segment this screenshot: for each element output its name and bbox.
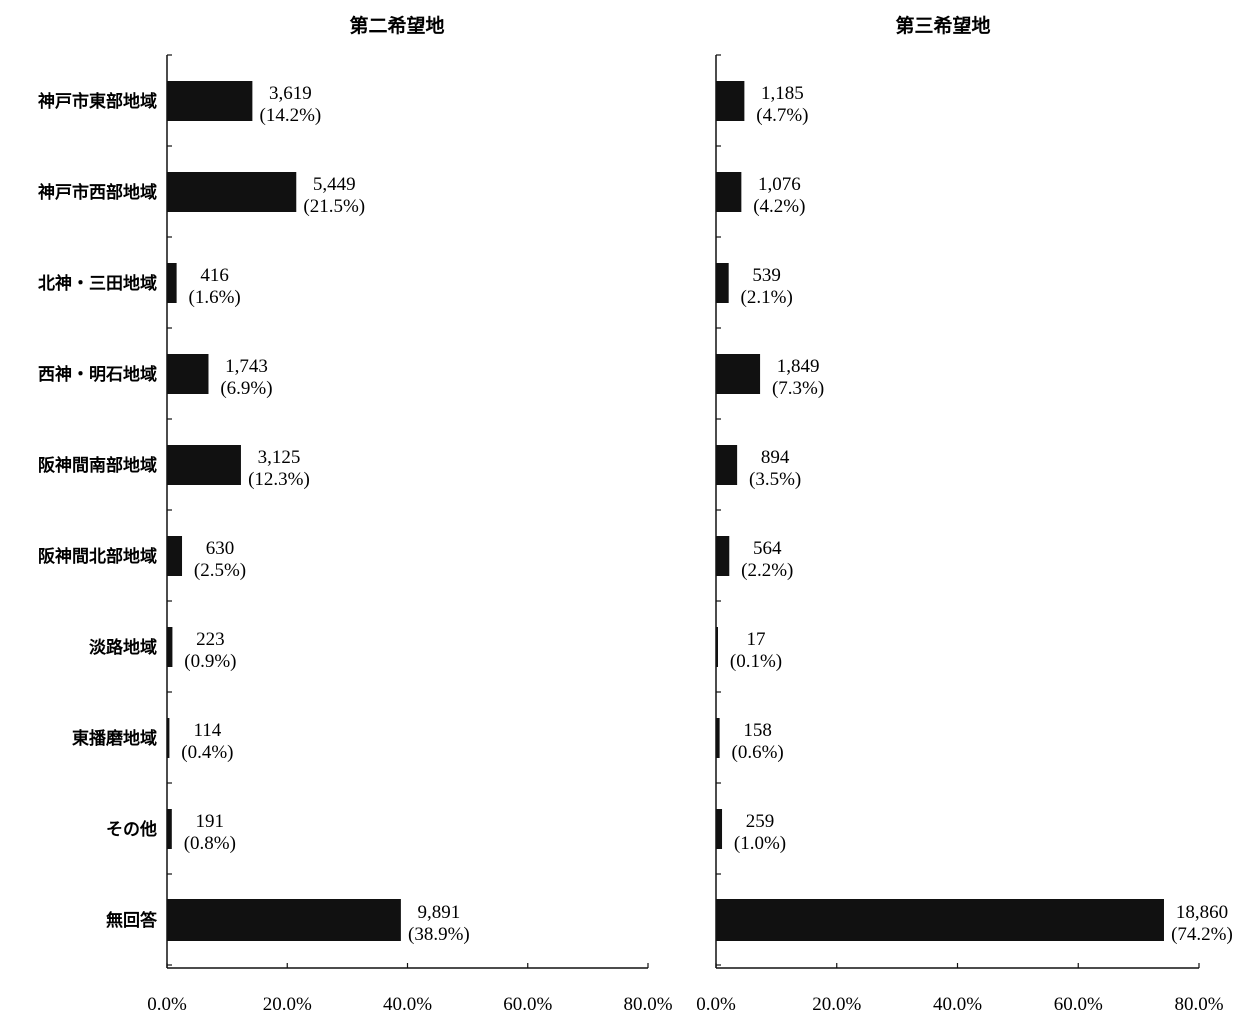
category-label: 神戸市東部地域 [38, 91, 157, 112]
data-label-percent: (0.4%) [181, 742, 233, 763]
data-label-percent: (21.5%) [303, 196, 365, 217]
bar [167, 627, 173, 667]
data-label-percent: (2.5%) [194, 560, 246, 581]
data-label-percent: (2.2%) [741, 560, 793, 581]
data-label-value: 416 [200, 265, 229, 286]
x-tick-label: 80.0% [1174, 994, 1223, 1015]
bar [167, 81, 253, 121]
category-label: 西神・明石地域 [38, 364, 157, 385]
data-label-value: 114 [194, 720, 222, 741]
x-tick-label: 40.0% [933, 994, 982, 1015]
x-tick-label: 0.0% [147, 994, 187, 1015]
category-label: 無回答 [106, 910, 158, 931]
data-label-percent: (1.6%) [189, 287, 241, 308]
bar [716, 718, 720, 758]
data-label-value: 3,619 [269, 83, 312, 104]
bar [716, 354, 761, 394]
data-label-percent: (6.9%) [220, 378, 272, 399]
data-label-value: 18,860 [1176, 902, 1228, 923]
data-label-percent: (3.5%) [749, 469, 801, 490]
data-label-value: 1,849 [777, 356, 820, 377]
chart-title: 第二希望地 [349, 14, 444, 37]
bar [167, 899, 401, 941]
data-label-value: 158 [743, 720, 772, 741]
x-tick-label: 40.0% [383, 994, 432, 1015]
data-label-value: 539 [752, 265, 781, 286]
data-label-value: 1,185 [761, 83, 804, 104]
data-label-percent: (7.3%) [772, 378, 824, 399]
bar [716, 809, 723, 849]
bar [716, 81, 745, 121]
data-label-percent: (0.9%) [184, 651, 236, 672]
bar [167, 536, 183, 576]
data-label-percent: (1.0%) [734, 833, 786, 854]
data-label-value: 564 [753, 538, 782, 559]
data-label-percent: (74.2%) [1171, 924, 1233, 945]
data-label-value: 5,449 [313, 174, 356, 195]
data-label-value: 17 [747, 629, 766, 650]
category-label: 北神・三田地域 [38, 273, 157, 294]
data-label-percent: (4.7%) [756, 105, 808, 126]
data-label-percent: (0.8%) [184, 833, 236, 854]
chart-title: 第三希望地 [895, 14, 990, 37]
bar [716, 627, 718, 667]
category-label: 阪神間北部地域 [38, 546, 157, 567]
category-label: 淡路地域 [89, 637, 157, 658]
data-label-percent: (0.1%) [730, 651, 782, 672]
data-label-percent: (4.2%) [753, 196, 805, 217]
data-label-value: 894 [761, 447, 790, 468]
x-tick-label: 20.0% [263, 994, 312, 1015]
x-tick-label: 60.0% [503, 994, 552, 1015]
category-label: その他 [106, 819, 157, 840]
bar [167, 172, 297, 212]
bar [716, 445, 738, 485]
bar [167, 354, 209, 394]
data-label-value: 1,743 [225, 356, 268, 377]
bar [716, 263, 729, 303]
data-label-value: 259 [746, 811, 775, 832]
category-label: 東播磨地域 [72, 728, 157, 749]
category-label: 阪神間南部地域 [38, 455, 157, 476]
x-tick-label: 20.0% [812, 994, 861, 1015]
bar [167, 718, 170, 758]
bar [167, 445, 241, 485]
data-label-value: 223 [196, 629, 225, 650]
data-label-value: 3,125 [258, 447, 301, 468]
x-tick-label: 60.0% [1054, 994, 1103, 1015]
x-tick-label: 80.0% [623, 994, 672, 1015]
data-label-value: 1,076 [758, 174, 801, 195]
data-label-value: 9,891 [418, 902, 461, 923]
bar [167, 809, 172, 849]
bar [716, 536, 730, 576]
data-label-percent: (38.9%) [408, 924, 470, 945]
bar [716, 172, 742, 212]
data-label-value: 191 [196, 811, 225, 832]
data-label-value: 630 [206, 538, 235, 559]
data-label-percent: (0.6%) [732, 742, 784, 763]
data-label-percent: (2.1%) [741, 287, 793, 308]
x-tick-label: 0.0% [696, 994, 736, 1015]
data-label-percent: (12.3%) [248, 469, 310, 490]
bar [167, 263, 177, 303]
category-label: 神戸市西部地域 [38, 182, 157, 203]
bar [716, 899, 1164, 941]
data-label-percent: (14.2%) [260, 105, 322, 126]
